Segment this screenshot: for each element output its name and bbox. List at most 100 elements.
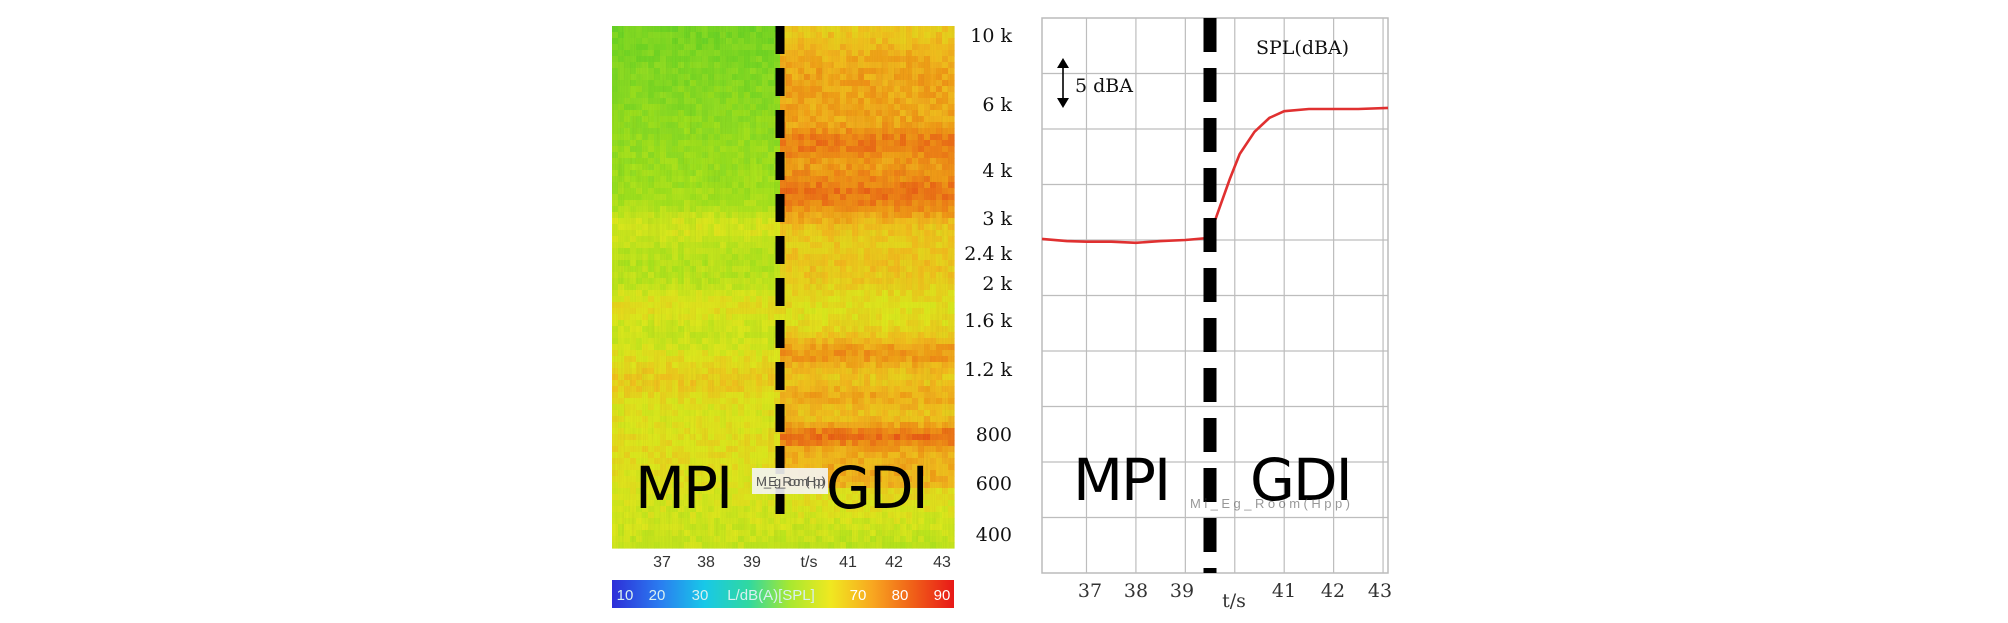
spectrogram-cell (624, 332, 631, 339)
spectrogram-cell (900, 488, 907, 495)
spectrogram-cell (894, 224, 901, 231)
spectrogram-cell (762, 92, 769, 99)
spectrogram-cell (708, 374, 715, 381)
spectrogram-cell (750, 200, 757, 207)
spectrogram-cell (864, 458, 871, 465)
spectrogram-cell (924, 536, 931, 543)
spectrogram-cell (630, 488, 637, 495)
spectrogram-cell (942, 350, 949, 357)
spectrogram-cell (822, 74, 829, 81)
spectrogram-cell (876, 434, 883, 441)
spectrogram-cell (666, 248, 673, 255)
spectrogram-cell (618, 272, 625, 279)
spectrogram-cell (888, 140, 895, 147)
spectrogram-cell (864, 344, 871, 351)
spectrogram-cell (828, 518, 835, 525)
spectrogram-cell (654, 404, 661, 411)
spectrogram-cell (834, 416, 841, 423)
spectrogram-cell (660, 230, 667, 237)
spectrogram-cell (948, 506, 955, 513)
spectrogram-cell (666, 98, 673, 105)
spectrogram-cell (714, 362, 721, 369)
spectrogram-cell (804, 356, 811, 363)
spectrogram-cell (816, 314, 823, 321)
spectrogram-cell (804, 152, 811, 159)
spectrogram-cell (756, 542, 763, 549)
spectrogram-cell (864, 350, 871, 357)
spectrogram-cell (858, 536, 865, 543)
spectrogram-cell (672, 254, 679, 261)
spectrogram-cell (684, 332, 691, 339)
spectrogram-cell (942, 488, 949, 495)
spectrogram-cell (654, 32, 661, 39)
spectrogram-cell (654, 74, 661, 81)
spectrogram-cell (828, 164, 835, 171)
spectrogram-cell (654, 410, 661, 417)
spectrogram-cell (924, 68, 931, 75)
spectrogram-cell (630, 518, 637, 525)
spectrogram-cell (906, 314, 913, 321)
spectrogram-cell (744, 368, 751, 375)
spectrogram-cell (648, 488, 655, 495)
spectrogram-cell (894, 176, 901, 183)
spectrogram-cell (678, 314, 685, 321)
spectrogram-cell (678, 236, 685, 243)
spectrogram-cell (840, 410, 847, 417)
spectrogram-cell (900, 368, 907, 375)
spectrogram-cell (762, 284, 769, 291)
spectrogram-cell (612, 338, 619, 345)
spectrogram-cell (756, 200, 763, 207)
spectrogram-cell (762, 326, 769, 333)
spectrogram-cell (630, 476, 637, 483)
spectrogram-cell (732, 50, 739, 57)
spectrogram-cell (756, 236, 763, 243)
spectrogram-cell (912, 56, 919, 63)
spectrogram-cell (918, 476, 925, 483)
spectrogram-cell (768, 242, 775, 249)
spectrogram-cell (876, 26, 883, 33)
spectrogram-cell (786, 266, 793, 273)
spectrogram-cell (672, 512, 679, 519)
spectrogram-cell (942, 452, 949, 459)
spectrogram-cell (810, 356, 817, 363)
spectrogram-cell (708, 362, 715, 369)
spectrogram-cell (936, 152, 943, 159)
spectrogram-cell (846, 458, 853, 465)
spectrogram-cell (642, 470, 649, 477)
spectrogram-cell (690, 32, 697, 39)
spectrogram-cell (684, 230, 691, 237)
spectrogram-cell (828, 332, 835, 339)
spectrogram-cell (876, 218, 883, 225)
spectrogram-cell (840, 212, 847, 219)
spectrogram-cell (912, 146, 919, 153)
spectrogram-cell (678, 356, 685, 363)
spectrogram-cell (708, 272, 715, 279)
spectrogram-cell (726, 38, 733, 45)
spectrogram-cell (684, 80, 691, 87)
spectrogram-cell (648, 26, 655, 33)
spectrogram-cell (846, 404, 853, 411)
spectrogram-cell (840, 338, 847, 345)
spectrogram-cell (900, 170, 907, 177)
spectrogram-cell (648, 344, 655, 351)
spectrogram-cell (852, 284, 859, 291)
spectrogram-cell (810, 260, 817, 267)
spectrogram-cell (642, 302, 649, 309)
spectrogram-cell (864, 50, 871, 57)
spectrogram-cell (870, 212, 877, 219)
spectrogram-cell (852, 158, 859, 165)
spectrogram-cell (762, 44, 769, 51)
spectrogram-cell (672, 530, 679, 537)
spectrogram-cell (918, 212, 925, 219)
spectrogram-cell (912, 236, 919, 243)
spectrogram-cell (708, 38, 715, 45)
spectrogram-cell (624, 452, 631, 459)
spectrogram-cell (750, 500, 757, 507)
spectrogram-cell (618, 290, 625, 297)
spectrogram-cell (672, 404, 679, 411)
spectrogram-cell (762, 368, 769, 375)
spectrogram-cell (642, 350, 649, 357)
spectrogram-cell (630, 314, 637, 321)
spectrogram-cell (708, 284, 715, 291)
spectrogram-cell (702, 200, 709, 207)
